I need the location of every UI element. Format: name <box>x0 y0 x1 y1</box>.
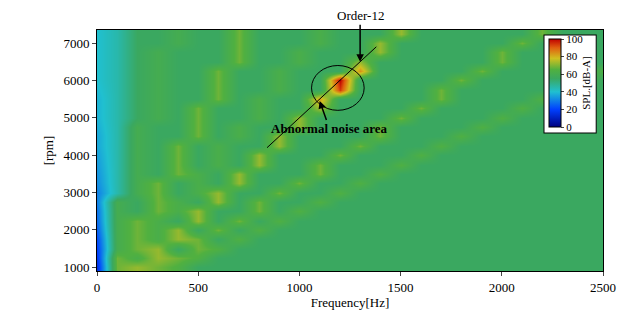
svg-text:1000: 1000 <box>286 280 312 295</box>
svg-text:Abnormal noise area: Abnormal noise area <box>271 121 388 136</box>
svg-text:100: 100 <box>566 33 583 45</box>
svg-text:Frequency[Hz]: Frequency[Hz] <box>311 295 390 310</box>
svg-text:[rpm]: [rpm] <box>41 136 56 166</box>
svg-text:6000: 6000 <box>63 73 89 88</box>
svg-text:2500: 2500 <box>590 280 616 295</box>
svg-text:20: 20 <box>566 103 578 115</box>
svg-text:80: 80 <box>566 50 578 62</box>
svg-text:60: 60 <box>566 68 578 80</box>
svg-text:2000: 2000 <box>489 280 515 295</box>
svg-text:5000: 5000 <box>63 110 89 125</box>
svg-text:1500: 1500 <box>388 280 414 295</box>
svg-text:Order-12: Order-12 <box>337 8 384 23</box>
svg-text:7000: 7000 <box>63 36 89 51</box>
svg-text:0: 0 <box>566 121 572 133</box>
svg-text:3000: 3000 <box>63 185 89 200</box>
svg-text:2000: 2000 <box>63 222 89 237</box>
svg-text:4000: 4000 <box>63 148 89 163</box>
svg-text:500: 500 <box>188 280 208 295</box>
svg-text:1000: 1000 <box>63 260 89 275</box>
svg-text:SPL.[dB-A]: SPL.[dB-A] <box>580 56 592 109</box>
svg-text:0: 0 <box>94 280 101 295</box>
svg-text:40: 40 <box>566 86 578 98</box>
